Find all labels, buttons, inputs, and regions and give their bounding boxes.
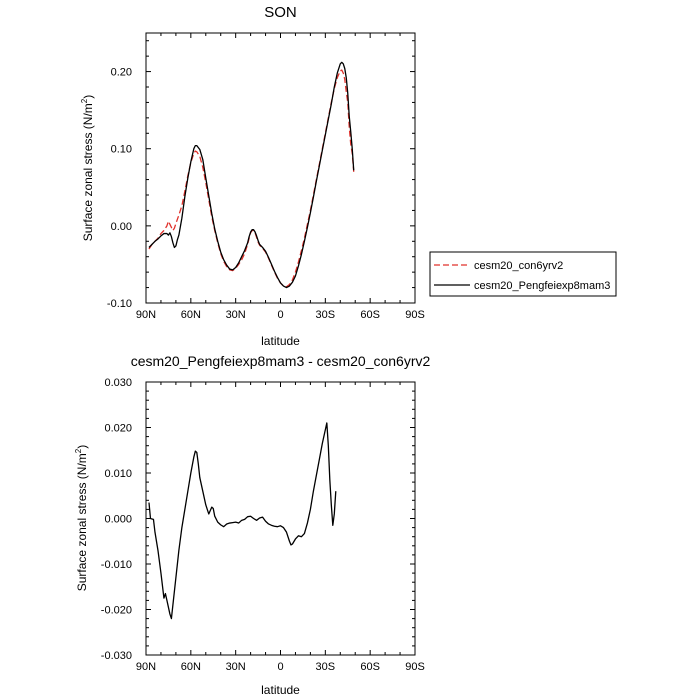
bottom-y-axis-label: Surface zonal stress (N/m2)	[74, 445, 89, 592]
bottom-x-tick-label: 30N	[226, 661, 246, 673]
top-series-line-cesm20-pengfeiexp8mam3	[148, 61, 355, 289]
bottom-y-tick-label: 0.010	[104, 468, 132, 480]
top-x-axis-label: latitude	[261, 334, 300, 348]
bottom-panel-title: cesm20_Pengfeiexp8mam3 - cesm20_con6yrv2	[131, 353, 431, 369]
top-x-tick-label: 0	[277, 309, 283, 321]
bottom-x-tick-label: 60N	[181, 661, 201, 673]
top-y-tick-label: 0.10	[111, 144, 132, 156]
bottom-x-tick-label: 30S	[316, 661, 336, 673]
top-y-axis-label-exponent: 2	[80, 98, 89, 103]
bottom-x-axis-label: latitude	[261, 683, 300, 697]
bottom-y-tick-label: 0.030	[104, 377, 132, 389]
top-y-axis-label-close: )	[81, 95, 95, 99]
top-y-tick-label: 0.20	[111, 67, 132, 79]
bottom-plot-area: 90N 60N 30N 0 30S 60S 90S -0.030 -0.020 -0.010 0.0…	[101, 377, 425, 673]
bottom-y-axis-label-exponent: 2	[74, 448, 83, 453]
top-x-tick-label: 30S	[316, 309, 336, 321]
legend-label-pengfeiexp8mam3: cesm20_Pengfeiexp8mam3	[474, 280, 610, 292]
bottom-y-tick-label: 0.020	[104, 423, 132, 435]
top-plot-area: 90N 60N 30N 0 30S 60S 90S -0.10 0.00 0.10 0.20	[107, 32, 425, 321]
top-panel-title: SON	[264, 4, 297, 21]
bottom-y-tick-label: -0.010	[101, 559, 132, 571]
bottom-panel: cesm20_Pengfeiexp8mam3 - cesm20_con6yrv2…	[74, 353, 431, 697]
top-y-tick-label: -0.10	[107, 298, 132, 310]
top-y-tick-label: 0.00	[111, 221, 132, 233]
bottom-y-axis-label-close: )	[75, 445, 89, 449]
bottom-y-axis-label-main: Surface zonal stress (N/m	[75, 453, 89, 591]
bottom-series-line-difference	[148, 422, 337, 620]
top-series-line-cesm20-con6yrv2	[148, 69, 355, 288]
bottom-x-tick-label: 60S	[360, 661, 380, 673]
legend-box	[429, 251, 617, 297]
bottom-y-tick-label: -0.030	[101, 650, 132, 662]
bottom-y-tick-label: 0.000	[104, 514, 132, 526]
bottom-x-tick-label: 0	[277, 661, 283, 673]
legend-label-con6yrv2: cesm20_con6yrv2	[474, 260, 563, 272]
bottom-x-tick-label: 90N	[136, 661, 156, 673]
top-x-tick-label: 90N	[136, 309, 156, 321]
top-x-tick-label: 90S	[405, 309, 425, 321]
top-y-axis-label: Surface zonal stress (N/m2)	[80, 95, 95, 242]
top-x-tick-label: 30N	[226, 309, 246, 321]
top-panel: SON 90N 60N 30N 0 30S 60S 90S -0.10 0.00 0.10 0.20…	[80, 4, 425, 348]
bottom-x-tick-label: 90S	[405, 661, 425, 673]
top-y-axis-label-main: Surface zonal stress (N/m	[81, 103, 95, 241]
top-x-tick-label: 60S	[360, 309, 380, 321]
top-x-tick-label: 60N	[181, 309, 201, 321]
bottom-y-tick-label: -0.020	[101, 605, 132, 617]
legend: cesm20_con6yrv2 cesm20_Pengfeiexp8mam3	[429, 251, 617, 297]
